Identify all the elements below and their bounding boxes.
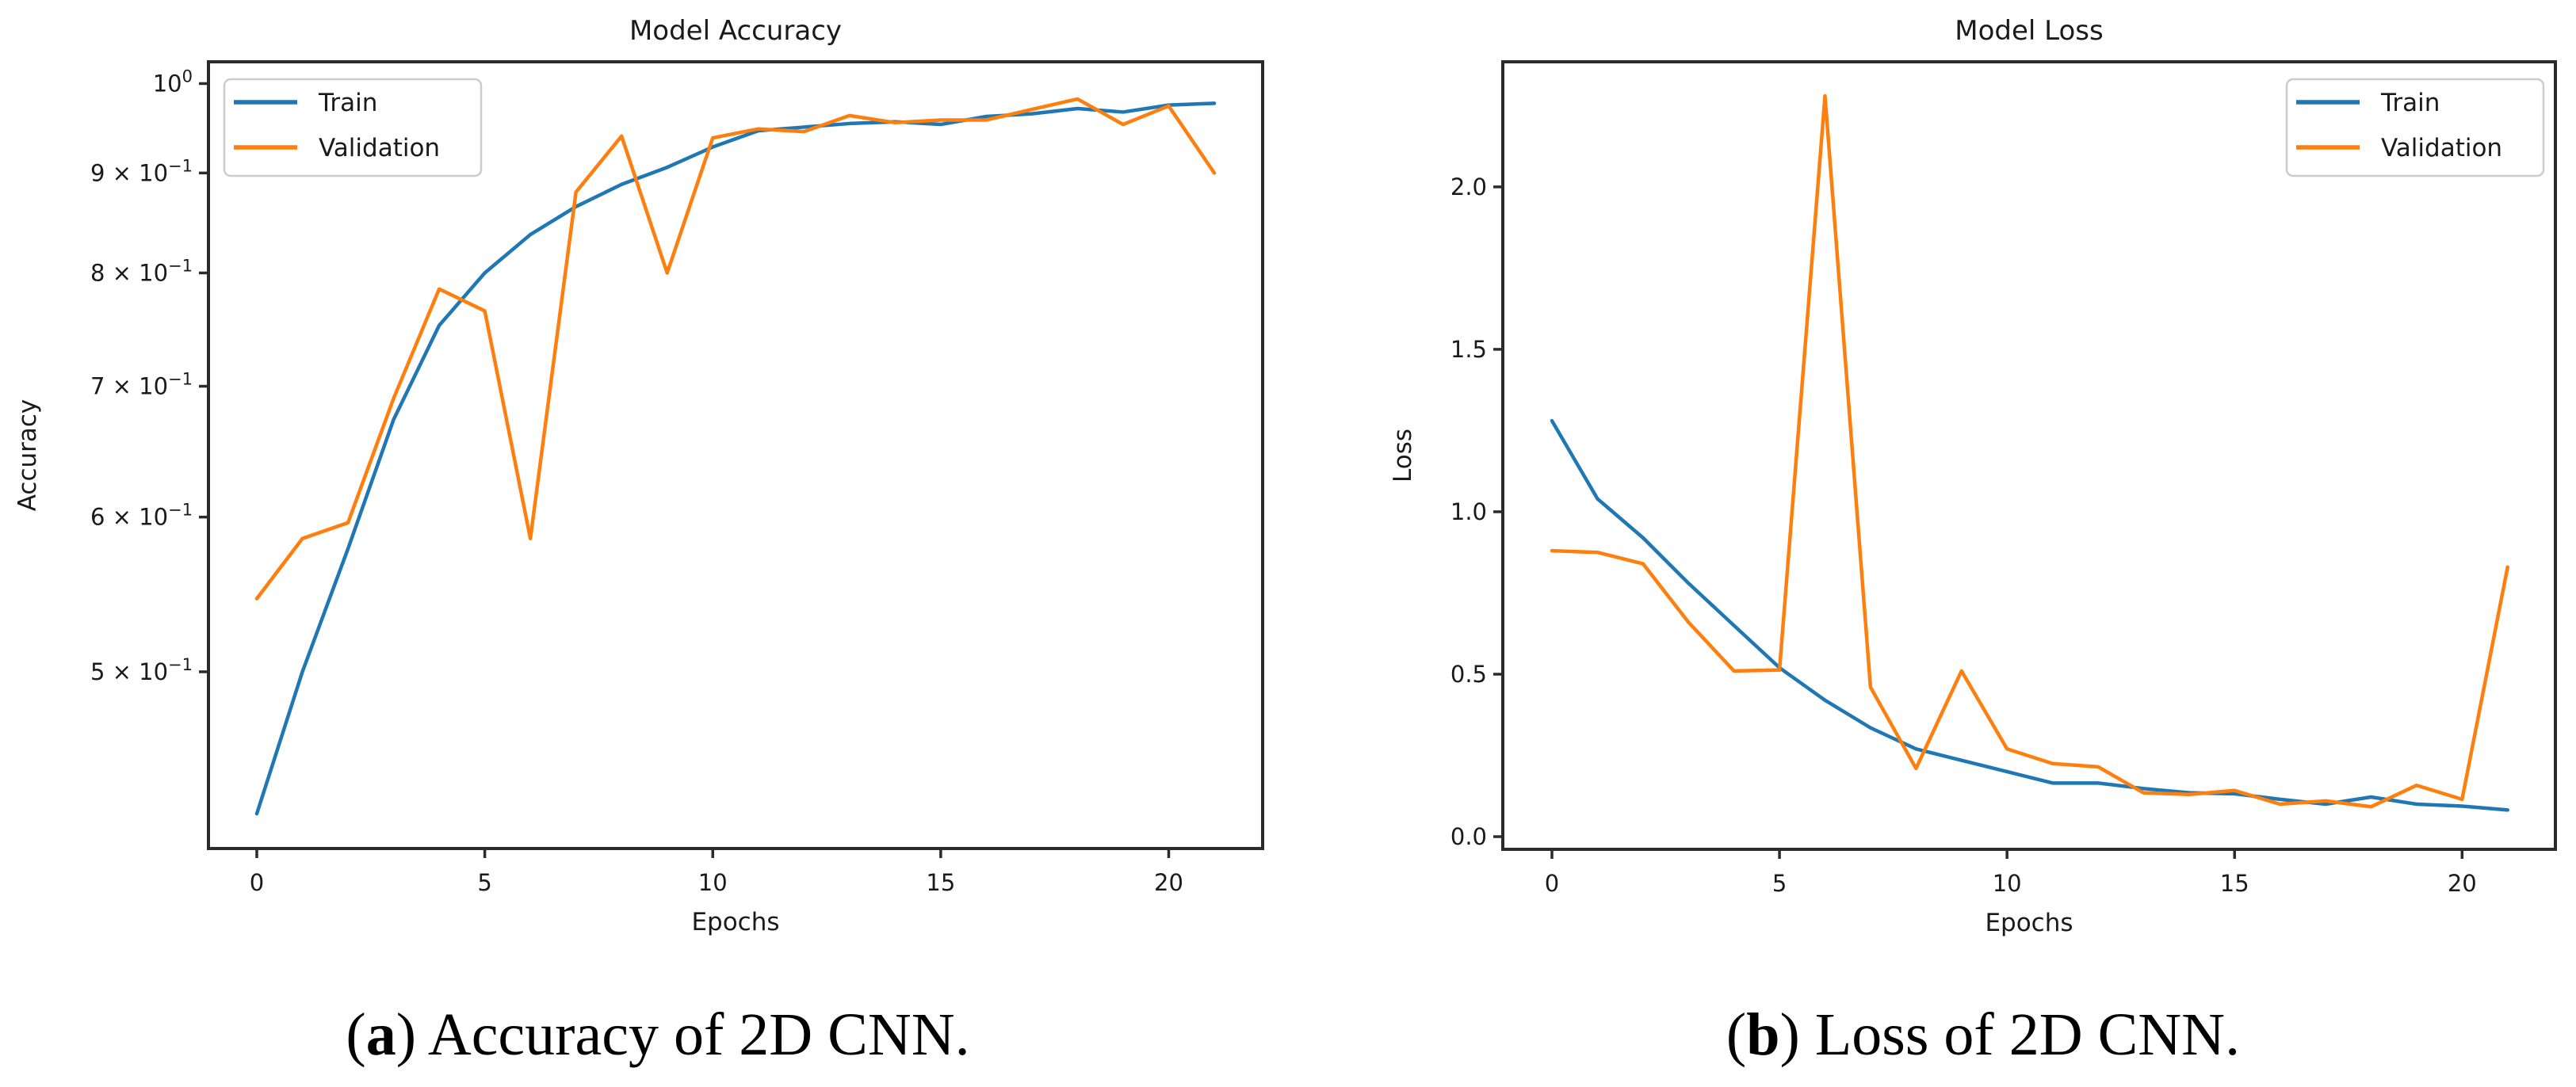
y-tick-label: 0.5 — [1450, 661, 1487, 688]
legend-label: Train — [318, 89, 377, 117]
caption-b-text: ) Loss of 2D CNN. — [1779, 1001, 2241, 1068]
x-tick-label: 0 — [250, 869, 264, 896]
x-tick-label: 15 — [926, 869, 955, 896]
caption-a-text: ) Accuracy of 2D CNN. — [396, 1001, 970, 1068]
legend-label: Train — [2380, 89, 2440, 117]
caption-a-paren: ( — [346, 1001, 366, 1068]
chart-title: Model Accuracy — [629, 15, 842, 47]
model-loss-chart: Model Loss 0 5 10 15 20 0.0 0.5 1.0 1.5 2.0 Epochs L… — [1389, 15, 2557, 937]
y-tick-label: 1.0 — [1450, 498, 1487, 525]
series-line-validation — [254, 97, 1217, 601]
caption-b-letter: b — [1746, 1001, 1780, 1068]
y-tick-label: 0.0 — [1450, 823, 1487, 850]
x-tick-label: 5 — [1772, 870, 1787, 897]
y-axis-label: Accuracy — [13, 399, 42, 512]
y-tick-label: 9 × 10−1 — [90, 156, 193, 186]
y-tick-label: 1.5 — [1450, 336, 1487, 363]
plot-border — [1501, 60, 2557, 851]
caption-b-paren: ( — [1726, 1001, 1747, 1068]
x-tick-label: 10 — [698, 869, 728, 896]
chart-title: Model Loss — [1955, 15, 2103, 47]
y-tick-label: 100 — [153, 67, 193, 97]
legend-label: Validation — [2381, 134, 2502, 162]
y-tick-label: 6 × 10−1 — [90, 501, 193, 531]
y-tick-label: 8 × 10−1 — [90, 257, 193, 287]
series-line-train — [254, 101, 1217, 816]
model-accuracy-chart: Model Accuracy 0 5 10 15 20 100 9 × 10−1 8 × 10−… — [13, 15, 1264, 936]
caption-a: (a) Accuracy of 2D CNN. — [346, 1005, 969, 1065]
x-tick-label: 10 — [1993, 870, 2022, 897]
y-tick-label: 7 × 10−1 — [90, 370, 193, 400]
series-line-validation — [1550, 93, 2509, 809]
y-axis-label: Loss — [1389, 429, 1417, 482]
plot-border — [207, 60, 1264, 850]
x-tick-label: 5 — [477, 869, 491, 896]
y-tick-label: 2.0 — [1450, 174, 1487, 200]
y-tick-label: 5 × 10−1 — [90, 655, 193, 685]
legend-label: Validation — [319, 134, 440, 162]
x-tick-label: 15 — [2220, 870, 2249, 897]
caption-b: (b) Loss of 2D CNN. — [1726, 1005, 2240, 1065]
x-tick-label: 0 — [1545, 870, 1559, 897]
x-tick-label: 20 — [1154, 869, 1183, 896]
x-axis-label: Epochs — [1985, 909, 2073, 937]
x-axis-label: Epochs — [691, 908, 779, 936]
caption-a-letter: a — [365, 1001, 396, 1068]
x-tick-label: 20 — [2448, 870, 2477, 897]
series-line-train — [1550, 418, 2509, 812]
